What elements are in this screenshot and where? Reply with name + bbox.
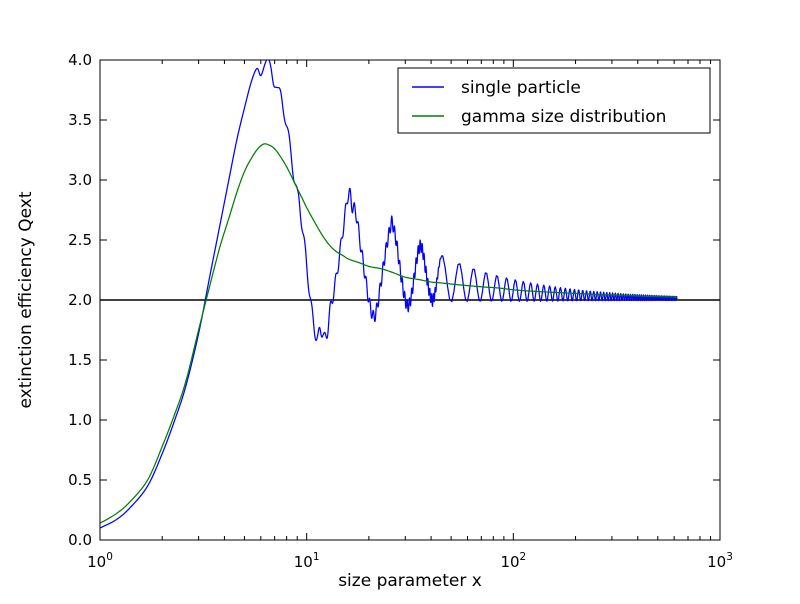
single-particle-line: [100, 60, 678, 529]
y-tick-label: 3.0: [68, 171, 92, 189]
y-tick-label: 4.0: [68, 51, 92, 69]
gamma-size-distribution-line: [100, 143, 678, 524]
x-tick-label: 100: [87, 551, 113, 571]
y-tick-label: 1.0: [68, 411, 92, 429]
legend-box: [397, 67, 711, 134]
axis-ticks: [99, 59, 721, 541]
legend-label: single particle: [461, 78, 581, 98]
x-axis-label: size parameter x: [338, 571, 482, 591]
y-tick-label: 2.0: [68, 291, 92, 309]
x-tick-label: 102: [500, 551, 526, 571]
x-tick-label: 101: [294, 551, 320, 571]
y-tick-label: 2.5: [68, 231, 92, 249]
x-tick-label: 103: [707, 551, 733, 571]
legend: single particle gamma size distribution: [397, 67, 711, 134]
series-lines: [100, 60, 678, 529]
y-axis-label: extinction efficiency Qext: [16, 191, 36, 408]
y-tick-label: 0.0: [68, 531, 92, 549]
y-tick-label: 1.5: [68, 351, 92, 369]
y-tick-label: 3.5: [68, 111, 92, 129]
legend-label: gamma size distribution: [461, 107, 666, 127]
y-tick-label: 0.5: [68, 471, 92, 489]
